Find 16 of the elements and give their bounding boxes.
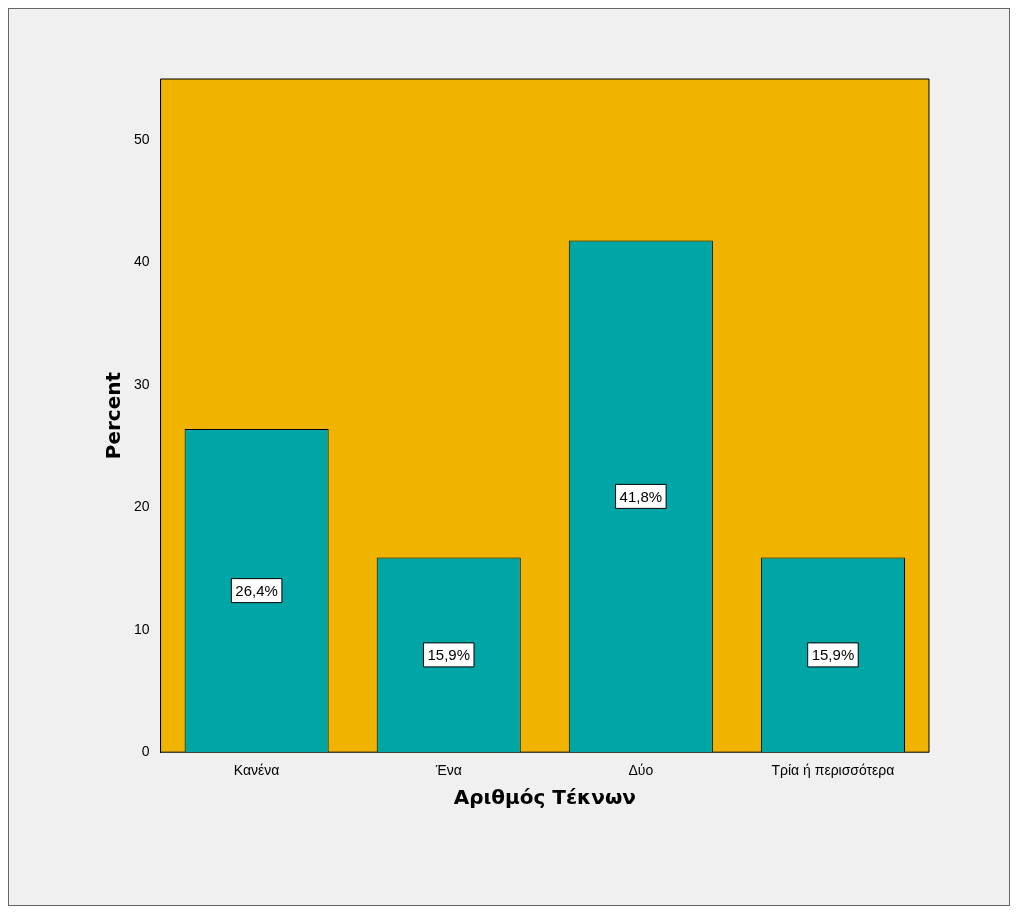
x-tick-label: Κανένα [233, 762, 280, 779]
data-label: 26,4% [235, 581, 278, 599]
y-tick-label: 40 [133, 253, 150, 270]
x-tick-label: Τρία ή περισσότερα [771, 762, 895, 779]
y-tick-label: 20 [133, 498, 150, 515]
y-tick-label: 50 [133, 131, 150, 148]
data-label: 41,8% [619, 487, 663, 505]
data-label: 15,9% [811, 646, 855, 664]
x-tick-label: Δύο [628, 762, 654, 779]
data-label: 15,9% [427, 646, 471, 664]
y-tick-label: 10 [133, 620, 150, 637]
y-axis-title: Percent [101, 371, 126, 460]
y-tick-label: 30 [133, 375, 150, 392]
x-axis-title: Αριθμός Τέκνων [453, 785, 636, 810]
x-tick-label: Ένα [434, 762, 462, 779]
y-tick-label: 0 [141, 743, 150, 760]
